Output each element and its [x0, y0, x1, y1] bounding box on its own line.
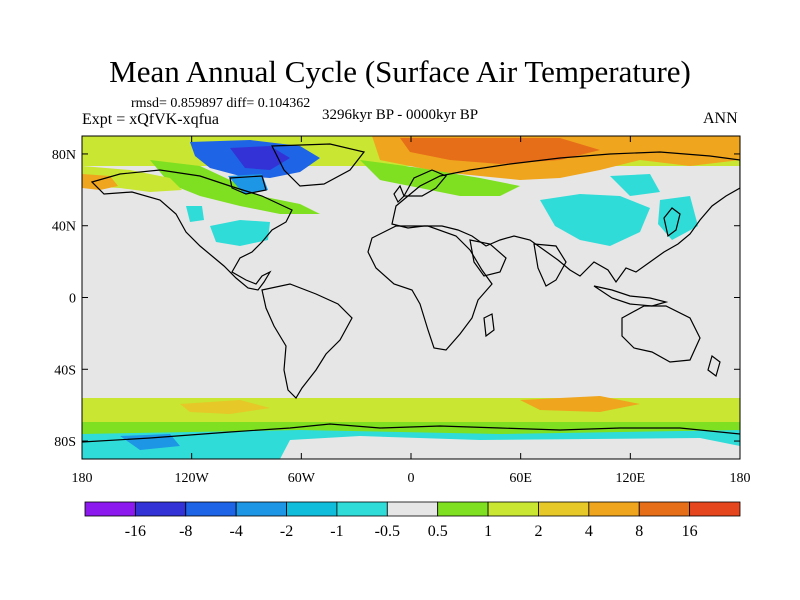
coastline-uk [393, 184, 405, 204]
colorbar-label-6: 0.5 [428, 523, 448, 540]
region-pacific-cyan [186, 206, 204, 222]
colorbar-swatch-10 [588, 501, 640, 517]
lon-tick-label-5: 120E [616, 471, 646, 486]
coastline-greenland [271, 143, 366, 187]
lon-tick-label-0: 180 [72, 471, 93, 486]
region-southern-ocean-warm [520, 396, 640, 412]
coastline-new-zealand [707, 354, 721, 378]
colorbar-label-10: 8 [635, 523, 643, 540]
coastline-australia [621, 305, 701, 363]
region-siberia-orange [400, 138, 600, 164]
coastline-scandinavia [402, 169, 447, 197]
lat-tick-label-3: 40S [54, 363, 76, 378]
colorbar-label-3: -2 [280, 523, 293, 540]
season-label: ANN [703, 110, 738, 127]
colorbar-label-8: 2 [534, 523, 542, 540]
colorbar-label-1: -8 [179, 523, 192, 540]
coastline-africa [367, 225, 493, 351]
region-central-asia-cyan [540, 194, 650, 246]
colorbar-label-7: 1 [484, 523, 492, 540]
coastline-hudson-bay [229, 175, 267, 195]
map-panel: 80N 40N 0 40S 80S 180 120W 60W 0 60E 120E 180 [52, 135, 751, 486]
period-label: 3296kyr BP - 0000kyr BP [322, 107, 479, 123]
lat-tick-label-2: 0 [69, 292, 76, 307]
colorbar-label-5: -0.5 [375, 523, 400, 540]
colorbar-label-4: -1 [330, 523, 343, 540]
region-antarctic-blue [120, 434, 180, 450]
region-mongolia-cyan [610, 174, 660, 196]
colorbar-swatch-11 [638, 501, 691, 517]
stats-label: rmsd= 0.859897 diff= 0.104362 [131, 96, 311, 111]
lat-tick-label-1: 40N [52, 220, 76, 235]
region-usa-cyan [210, 220, 270, 246]
colorbar-swatch-7 [437, 501, 489, 517]
region-europe-green [360, 160, 520, 196]
colorbar-swatch-3 [235, 501, 287, 517]
coastline-indonesia [593, 285, 669, 307]
colorbar-label-11: 16 [682, 523, 698, 540]
colorbar-label-9: 4 [585, 523, 593, 540]
colorbar-swatch-2 [185, 501, 237, 517]
region-antarctic-gray [280, 436, 740, 459]
lat-tick-label-0: 80N [52, 148, 76, 163]
coastline-madagascar [483, 313, 495, 338]
lon-tick-label-6: 180 [730, 471, 751, 486]
lon-tick-label-4: 60E [509, 471, 532, 486]
coastline-arabia [469, 239, 507, 277]
colorbar-swatch-12 [689, 501, 741, 517]
colorbar-swatch-6 [386, 501, 439, 517]
coastline-south-america [261, 283, 353, 399]
lat-tick-label-4: 80S [54, 435, 76, 450]
region-hudson-blue [228, 174, 268, 194]
coastline-antarctica [82, 423, 740, 443]
colorbar-swatch-0 [84, 501, 136, 517]
region-southern-ocean-warm-2 [180, 400, 270, 414]
coastline-japan [663, 207, 681, 238]
axis-ticks: 80N 40N 0 40S 80S 180 120W 60W 0 60E 120E 180 [52, 136, 751, 486]
colorbar-swatch-4 [286, 501, 338, 517]
colorbar: -16 -8 -4 -2 -1 -0.5 0.5 1 2 4 8 16 [84, 501, 741, 540]
lon-tick-label-2: 60W [288, 471, 316, 486]
chart-title: Mean Annual Cycle (Surface Air Temperatu… [109, 54, 691, 89]
colorbar-swatch-5 [336, 501, 388, 517]
band-southern-ocean-green [82, 398, 740, 422]
colorbar-label-2: -4 [229, 523, 242, 540]
region-alaska-orange [82, 174, 118, 190]
region-japan-cyan [658, 196, 698, 240]
coastline-north-america [90, 169, 293, 291]
lon-tick-label-3: 0 [408, 471, 415, 486]
coastline-india [533, 243, 567, 287]
experiment-label: Expt = xQfVK-xqfua [82, 111, 219, 128]
colorbar-swatch-9 [538, 501, 590, 517]
colorbar-swatch-1 [134, 501, 187, 517]
lon-tick-label-1: 120W [175, 471, 210, 486]
colorbar-label-0: -16 [125, 523, 146, 540]
coastlines [82, 143, 740, 443]
colorbar-swatch-8 [487, 501, 539, 517]
